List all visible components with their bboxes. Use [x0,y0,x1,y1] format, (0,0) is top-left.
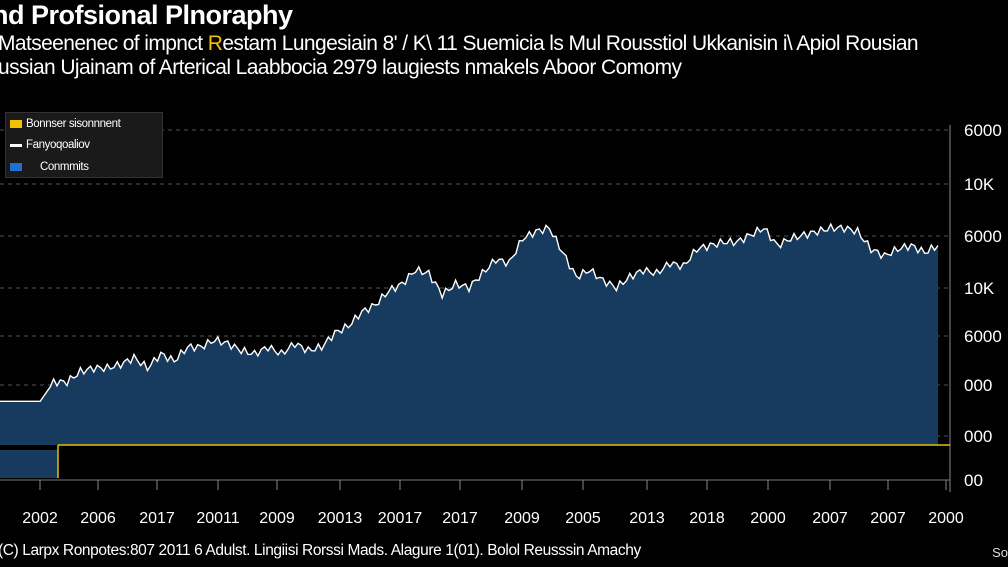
x-tick-label: 2002 [22,510,58,527]
chart-title: nd Profsional Plnoraphy [0,0,293,30]
subtitle-highlight: R [207,32,223,55]
x-tick-label: 2018 [689,510,725,527]
legend-item-3: Conmmits [10,160,89,174]
legend-swatch-2 [10,143,22,147]
legend-item-2: Fanyoqoaliov [10,138,90,152]
x-tick-label: 2009 [259,510,295,527]
subtitle-pre: Matseenenec of impnct [0,32,208,55]
y-tick-label: 6000 [964,327,1002,346]
x-tick-label: 2017 [442,510,478,527]
x-tick-label: 2017 [139,510,175,527]
chart-subtitle-line-2: ussian Ujainam of Arterical Laabbocia 29… [0,56,682,79]
y-tick-label: 10K [964,279,995,298]
x-tick-label: 20011 [196,510,239,527]
chart-subtitle-line-1: Matseenenec of impnct Restam Lungesiain … [0,32,919,56]
y-tick-label: 000 [964,376,992,395]
y-tick-label: 6000 [964,121,1002,140]
legend-label-1: Bonnser sisonnnent [26,118,121,130]
series-line [0,222,939,402]
x-tick-label: 2000 [928,510,964,527]
x-tick-label: 2013 [629,510,665,527]
x-tick-label: 2006 [80,510,116,527]
legend-label-3: Conmmits [40,161,89,173]
x-tick-label: 2000 [750,510,786,527]
y-tick-label: 00 [964,471,983,490]
series-area [0,224,938,445]
x-tick-label: 2009 [504,510,540,527]
y-tick-label: 000 [964,427,992,446]
legend-swatch-1 [10,120,22,128]
legend-item-1: Bonnser sisonnnent [10,117,121,131]
x-tick-label: 20017 [378,510,423,527]
legend-label-2: Fanyoqoaliov [26,139,90,151]
subtitle-post: estam Lungesiain 8' / K\ 11 Suemicia ls … [222,32,918,55]
legend-swatch-3 [10,163,22,171]
x-tick-label: 2005 [565,510,601,527]
corner-text: So [992,545,1008,560]
source-note: (C) Larpx Ronpotes:807 2011 6 Adulst. Li… [0,542,641,559]
series-area-start [0,450,58,478]
x-tick-label: 2007 [812,510,848,527]
y-tick-label: 6000 [964,227,1002,246]
chart-legend: Bonnser sisonnnent Fanyoqoaliov Conmmits [5,112,163,178]
y-tick-label: 10K [964,175,995,194]
x-tick-label: 20013 [318,510,363,527]
x-tick-label: 2007 [870,510,906,527]
